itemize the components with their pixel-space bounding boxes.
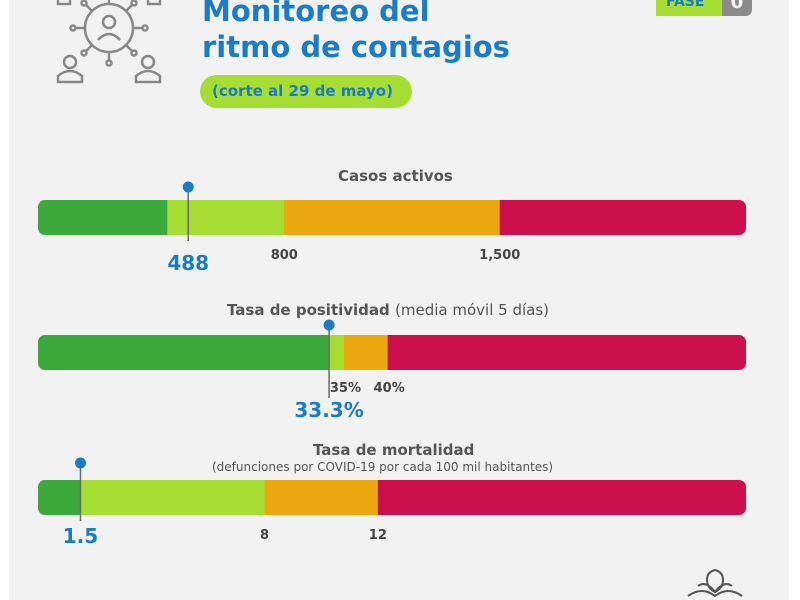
gauge-segment-lime	[329, 335, 345, 370]
coat-of-arms-icon	[687, 568, 743, 598]
page-title-line-2: ritmo de contagios	[202, 30, 510, 64]
fase-number-badge	[722, 0, 752, 16]
page-subtitle: (corte al 29 de mayo)	[212, 82, 393, 100]
gauge-segment-red	[377, 480, 746, 515]
marker-dot	[182, 181, 194, 193]
virus-people-network-icon	[56, 0, 162, 84]
gauge-tick-label: 8	[260, 528, 269, 543]
marker-value-label: 33.3%	[294, 398, 363, 422]
marker-value-label: 488	[167, 251, 209, 275]
gauge-segment-orange	[284, 200, 501, 235]
marker-dot	[74, 457, 86, 469]
fase-label: FASE	[666, 0, 705, 10]
gauge-segment-lime	[80, 480, 266, 515]
gauge-segment-green	[38, 480, 81, 515]
subtitle-pill	[200, 75, 412, 108]
fase-number: 0	[730, 0, 744, 13]
gauge-bar-0	[38, 200, 746, 235]
page-title-line-1: Monitoreo del	[202, 0, 430, 28]
gauge-segment-orange	[264, 480, 379, 515]
gauge-note-mortalidad: (defunciones por COVID-19 por cada 100 m…	[212, 460, 554, 474]
gauge-tick-label: 40%	[374, 381, 405, 396]
gauge-title-positividad-main: Tasa de positividad	[227, 301, 390, 319]
gauge-title-mortalidad: Tasa de mortalidad	[313, 441, 475, 459]
gauge-bar-2	[38, 480, 746, 515]
gauge-title-positividad: Tasa de positividad (media móvil 5 días)	[227, 301, 549, 319]
gauge-tick-label: 35%	[330, 381, 361, 396]
gauge-tick-label: 800	[271, 248, 298, 263]
gauge-segment-red	[387, 335, 746, 370]
gauge-bar-1	[38, 335, 746, 370]
gauge-segment-orange	[343, 335, 389, 370]
gauge-title-positividad-note: (media móvil 5 días)	[395, 301, 549, 319]
gauge-segment-green	[38, 200, 168, 235]
fase-badge	[656, 0, 722, 16]
gauge-tick-label: 12	[369, 528, 387, 543]
gauge-tick-label: 1,500	[479, 248, 520, 263]
gauge-segment-green	[38, 335, 330, 370]
gauge-title-casos-activos: Casos activos	[338, 167, 453, 185]
gauge-segment-lime	[167, 200, 285, 235]
marker-dot	[323, 319, 335, 331]
marker-value-label: 1.5	[63, 524, 98, 548]
gauge-segment-red	[499, 200, 746, 235]
